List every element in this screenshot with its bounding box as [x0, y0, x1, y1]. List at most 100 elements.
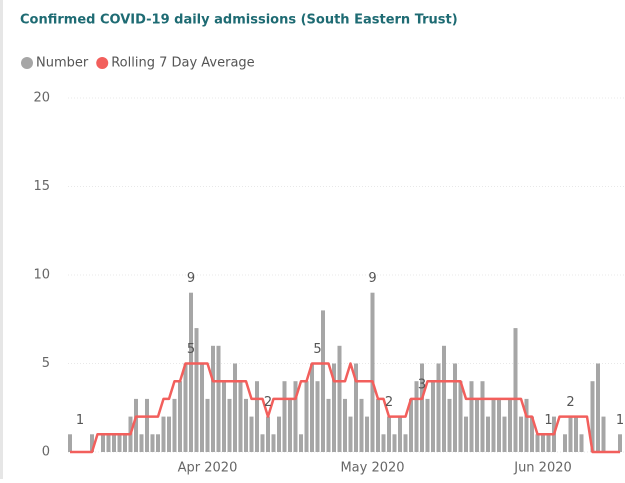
bar	[475, 398, 479, 452]
bar	[618, 434, 622, 452]
bar	[502, 416, 507, 452]
data-label: 9	[187, 271, 195, 286]
bar	[304, 381, 309, 452]
y-tick-label: 15	[33, 179, 50, 194]
bar	[519, 416, 523, 452]
x-tick-label: Apr 2020	[178, 461, 238, 476]
bar	[282, 381, 287, 452]
bar	[299, 434, 303, 452]
bar	[480, 381, 485, 452]
data-label: 5	[313, 342, 321, 357]
bar	[337, 345, 342, 452]
y-tick-label: 20	[33, 91, 50, 106]
bar	[442, 345, 446, 452]
bar	[156, 434, 160, 452]
bar	[260, 434, 265, 452]
bar	[601, 416, 606, 452]
bar	[315, 381, 320, 452]
bar	[271, 434, 276, 452]
bar	[205, 398, 210, 452]
bar	[112, 434, 116, 452]
bar	[486, 416, 490, 452]
bar	[387, 416, 391, 452]
bar	[183, 363, 188, 452]
data-label: 2	[264, 395, 272, 410]
bar	[403, 434, 408, 452]
bar	[222, 381, 226, 452]
bar	[420, 363, 424, 452]
bar	[249, 416, 254, 452]
bar	[414, 381, 419, 452]
x-tick-label: May 2020	[340, 461, 404, 476]
bar	[227, 398, 232, 452]
bar	[535, 434, 540, 452]
bar	[117, 434, 122, 452]
legend-label: Rolling 7 Day Average	[111, 56, 254, 71]
bar	[381, 434, 386, 452]
legend-marker	[21, 57, 33, 69]
bar	[90, 434, 94, 452]
bar	[574, 416, 578, 452]
bar	[178, 381, 182, 452]
bar	[288, 398, 292, 452]
bar	[541, 434, 545, 452]
bar	[409, 398, 413, 452]
line	[70, 362, 620, 454]
bar	[211, 345, 215, 452]
y-tick-label: 10	[33, 268, 50, 283]
bar	[453, 363, 457, 452]
bar	[167, 416, 171, 452]
bar	[436, 363, 441, 452]
bar	[491, 398, 496, 452]
bar	[447, 398, 452, 452]
bar	[233, 363, 237, 452]
data-label: 3	[418, 377, 426, 392]
bar	[277, 416, 281, 452]
data-label: 2	[385, 395, 393, 410]
bar	[216, 345, 221, 452]
data-label: 1	[76, 413, 84, 428]
bar	[101, 434, 105, 452]
bar	[123, 434, 127, 452]
legend-marker	[96, 57, 109, 69]
bar	[370, 292, 375, 452]
data-label: 9	[368, 271, 376, 286]
bar	[310, 363, 314, 452]
bar	[200, 363, 204, 452]
x-tick-label: Jun 2020	[513, 461, 572, 476]
data-label: 2	[566, 395, 574, 410]
legend-label: Number	[36, 56, 89, 71]
bar	[425, 398, 430, 452]
bar	[568, 416, 573, 452]
bar	[546, 434, 551, 452]
bar	[365, 416, 369, 452]
bar	[508, 398, 512, 452]
bar	[376, 398, 380, 452]
y-tick-label: 5	[42, 356, 50, 371]
bar	[596, 363, 600, 452]
bar	[244, 398, 248, 452]
y-tick-label: 0	[42, 445, 50, 460]
bar	[134, 398, 138, 452]
bar	[106, 434, 111, 452]
bar	[238, 381, 243, 452]
legend: Number Rolling 7 Day Average	[21, 56, 255, 71]
data-label: 1	[616, 413, 624, 428]
bar	[458, 381, 463, 452]
bar	[590, 381, 595, 452]
bar	[348, 416, 353, 452]
bar	[68, 434, 72, 452]
bar	[161, 416, 166, 452]
bar	[194, 328, 199, 452]
bar	[530, 416, 534, 452]
bar	[189, 292, 193, 452]
bar	[464, 416, 468, 452]
bar	[469, 381, 474, 452]
bar	[431, 381, 435, 452]
bar	[524, 398, 529, 452]
bar	[398, 416, 402, 452]
data-label: 5	[187, 342, 195, 357]
bar	[266, 416, 270, 452]
data-label: 1	[544, 413, 552, 428]
